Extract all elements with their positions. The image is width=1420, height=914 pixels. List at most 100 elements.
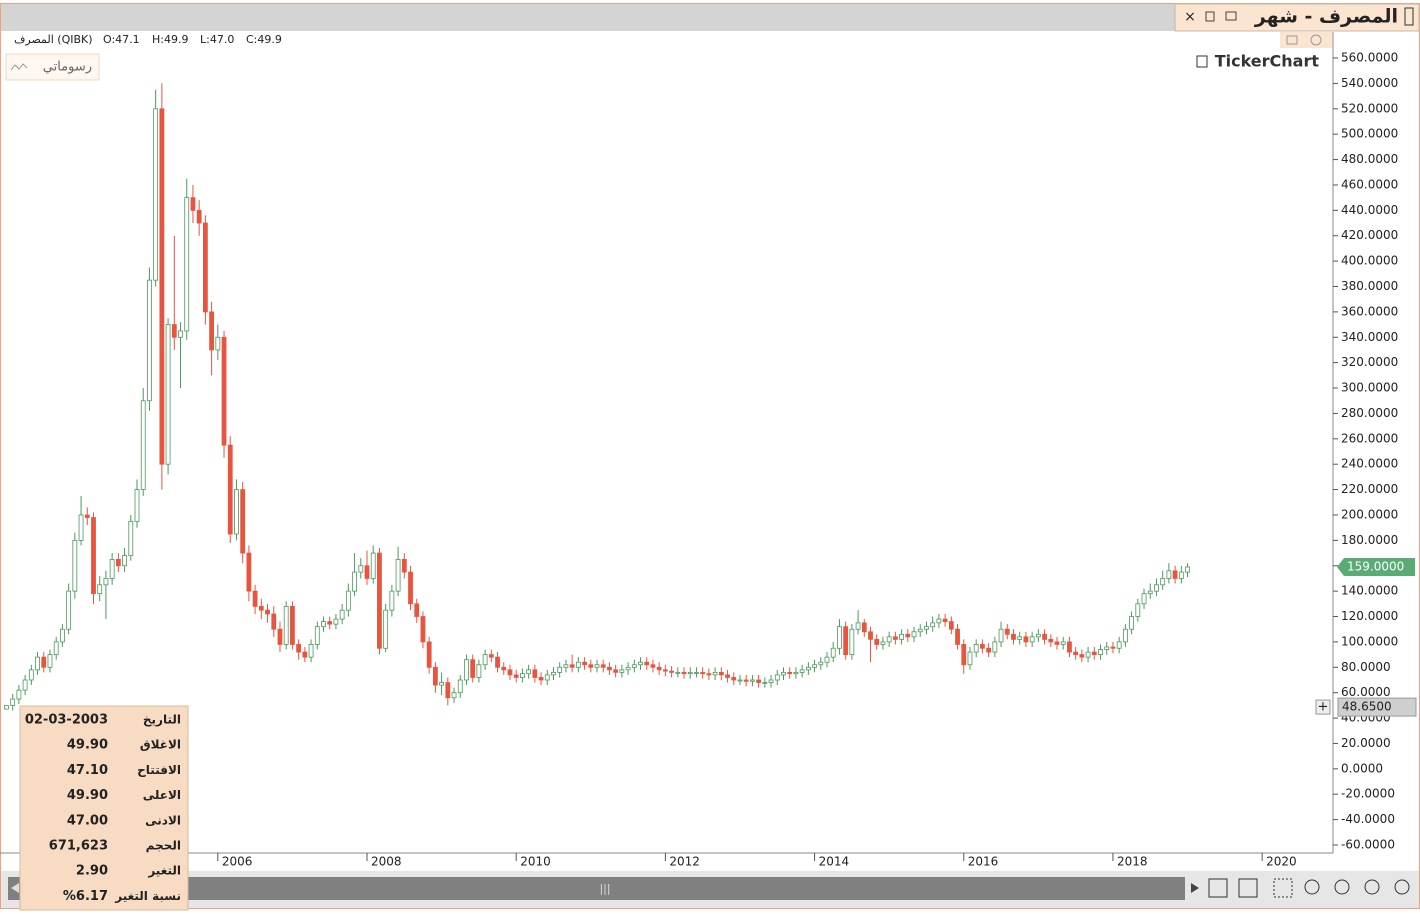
candle-body xyxy=(1178,571,1184,579)
y-tick-label: 500.0000 xyxy=(1341,127,1398,141)
candle-body xyxy=(345,590,351,611)
candle-body xyxy=(283,605,289,645)
candle-body xyxy=(830,647,836,658)
candle-body xyxy=(1085,651,1091,658)
candle-body xyxy=(1079,654,1085,658)
candle-body xyxy=(1154,584,1159,592)
candle-body xyxy=(774,674,780,681)
candle-body xyxy=(240,489,246,554)
candle-body xyxy=(495,656,500,668)
legend-close: C:49.9 xyxy=(246,33,282,46)
candle-body xyxy=(1172,570,1178,579)
tooltip-label: الادنى xyxy=(145,813,181,827)
candle-body xyxy=(1091,651,1097,656)
candle-body xyxy=(414,603,420,617)
candle-body xyxy=(333,618,339,625)
candle-body xyxy=(339,609,345,620)
last-price-label: 159.0000 xyxy=(1347,560,1404,574)
candle-body xyxy=(513,674,519,678)
candle-body xyxy=(470,659,476,678)
y-tick-label: 240.0000 xyxy=(1341,457,1398,471)
y-tick-label: 480.0000 xyxy=(1341,152,1398,166)
candle-body xyxy=(1011,633,1016,640)
tooltip-label: التاريخ xyxy=(143,713,181,727)
close-button[interactable]: × xyxy=(1184,9,1196,25)
candle-body xyxy=(482,654,488,666)
candle-body xyxy=(464,659,469,681)
y-tick-label: 380.0000 xyxy=(1341,279,1398,293)
zoom-out[interactable] xyxy=(1364,879,1380,895)
candle-body xyxy=(1141,593,1147,605)
nav-forward[interactable] xyxy=(1238,878,1258,898)
y-tick-label: 220.0000 xyxy=(1341,482,1398,496)
candle-body xyxy=(762,682,768,684)
candle-body xyxy=(271,613,277,630)
candle-body xyxy=(47,654,53,668)
candle-body xyxy=(308,644,314,658)
candle-body xyxy=(140,400,146,490)
scrollbar[interactable] xyxy=(8,877,1185,900)
tooltip-value: %6.17 xyxy=(63,889,108,904)
plot: 159.0000 48.6500 + xyxy=(4,83,1417,717)
candle-body xyxy=(924,626,929,630)
candle-body xyxy=(501,666,507,671)
copy-button[interactable] xyxy=(1205,11,1215,22)
candle-body xyxy=(190,197,196,211)
candle-body xyxy=(594,664,600,668)
crosshair-box xyxy=(1337,697,1417,717)
y-tick-label: 180.0000 xyxy=(1341,533,1398,547)
candle-body xyxy=(551,671,556,676)
candle-body xyxy=(1104,646,1110,650)
scroll-thumb[interactable]: ||| xyxy=(599,882,610,895)
y-tick-label: 300.0000 xyxy=(1341,381,1398,395)
candle-body xyxy=(1060,641,1066,645)
candle-body xyxy=(973,644,979,653)
tooltip-value: 47.10 xyxy=(67,763,108,778)
y-tick-label: 120.0000 xyxy=(1341,609,1398,623)
candle-body xyxy=(234,489,239,535)
candle-body xyxy=(544,674,550,681)
candle-body xyxy=(1073,651,1079,656)
detach-button[interactable] xyxy=(1225,11,1237,21)
zoom-reset[interactable] xyxy=(1334,879,1350,895)
zoom-box[interactable] xyxy=(1273,878,1293,898)
x-tick-label: 2016 xyxy=(968,855,999,869)
candle-body xyxy=(824,656,830,663)
candle-body xyxy=(91,517,96,595)
candle-body xyxy=(718,671,724,676)
candle-body xyxy=(84,514,90,518)
candle-body xyxy=(327,621,333,625)
scroll-left[interactable] xyxy=(11,883,19,893)
candle-body xyxy=(892,636,898,640)
zoom-in[interactable] xyxy=(1394,879,1410,895)
tooltip-label: الافتتاح xyxy=(137,763,181,777)
candle-body xyxy=(171,324,177,338)
maximize-button[interactable] xyxy=(1286,35,1298,45)
y-tick-label: 520.0000 xyxy=(1341,101,1398,115)
candle-body xyxy=(917,628,923,633)
candle-body xyxy=(520,673,525,678)
y-tick-label: 200.0000 xyxy=(1341,507,1398,521)
tooltip-value: 02-03-2003 xyxy=(25,713,108,728)
candle-body xyxy=(731,677,737,681)
candle-body xyxy=(60,628,65,643)
y-tick-label: 0.0000 xyxy=(1341,761,1383,775)
legend-symbol: المصرف (QIBK) xyxy=(14,33,93,46)
candle-body xyxy=(178,330,183,338)
drawings-button[interactable] xyxy=(5,53,100,81)
settings-button[interactable] xyxy=(1310,34,1322,46)
y-tick-label: 560.0000 xyxy=(1341,51,1398,65)
zoom-select[interactable] xyxy=(1304,879,1320,895)
candle-body xyxy=(1035,633,1041,638)
x-tick-label: 2010 xyxy=(520,855,551,869)
candle-body xyxy=(16,689,22,700)
candle-body xyxy=(662,669,668,672)
brand-icon xyxy=(1196,55,1208,68)
tooltip-value: 47.00 xyxy=(67,813,108,828)
legend-low: L:47.0 xyxy=(200,33,234,46)
window-frame xyxy=(0,3,1420,909)
scroll-right[interactable] xyxy=(1191,883,1199,893)
y-tick-label: 20.0000 xyxy=(1341,736,1391,750)
nav-back[interactable] xyxy=(1208,878,1228,898)
